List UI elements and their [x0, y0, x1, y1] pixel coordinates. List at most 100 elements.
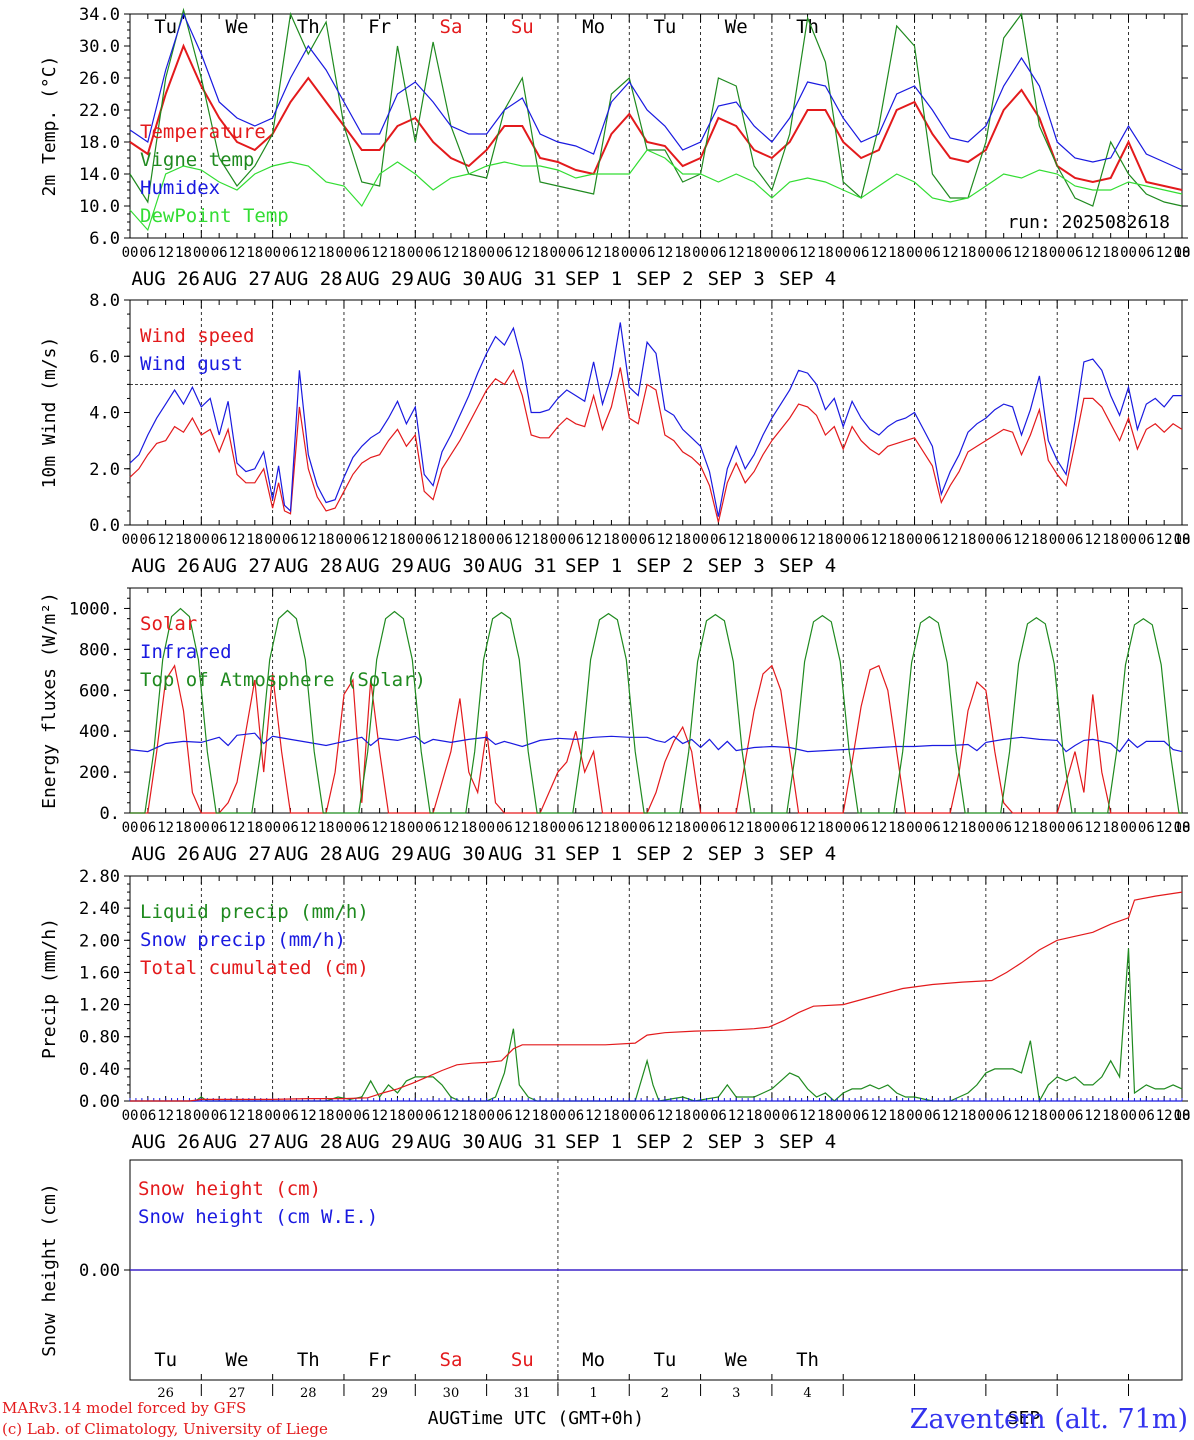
y-axis-label: 10m Wind (m/s) [39, 337, 60, 489]
x-hour-label: 12 [300, 245, 317, 261]
x-hour-label: 18 [960, 820, 977, 836]
x-hour-label: 12 [371, 820, 388, 836]
x-hour-label: 18 [888, 820, 905, 836]
x-hour-label: 06 [282, 1108, 299, 1124]
x-hour-label: 00 [407, 532, 424, 548]
x-hour-label: 18 [888, 532, 905, 548]
x-hour-label: 00 [1120, 532, 1137, 548]
x-hour-label: 18 [603, 820, 620, 836]
day-number-label: 27 [229, 1386, 246, 1401]
x-hour-label: 18 [603, 1108, 620, 1124]
x-date-label: AUG 28 [274, 1131, 343, 1153]
series-line [129, 7, 1183, 207]
day-number-label: 29 [371, 1386, 388, 1401]
x-hour-label: 00 [692, 245, 709, 261]
x-hour-label: 00 [336, 245, 353, 261]
x-hour-label: 12 [1013, 1108, 1030, 1124]
x-date-label: AUG 30 [417, 555, 486, 577]
x-hour-label: 00 [550, 1108, 567, 1124]
x-hour-label: 06 [425, 1108, 442, 1124]
lab-credit: (c) Lab. of Climatology, University of L… [2, 1420, 328, 1438]
x-hour-label: 12 [585, 532, 602, 548]
x-hour-label: 18 [1031, 1108, 1048, 1124]
legend-entry: Wind gust [140, 353, 243, 375]
x-hour-label: 06 [282, 820, 299, 836]
x-date-label: AUG 31 [488, 268, 557, 290]
day-name-label: Fr [368, 16, 391, 38]
x-hour-label: 12 [157, 245, 174, 261]
x-hour-label: 00 [264, 820, 281, 836]
x-hour-label: 06 [567, 820, 584, 836]
x-hour-label: 18 [1102, 532, 1119, 548]
legend-entry: Vigne temp [140, 149, 254, 171]
x-hour-label: 06 [496, 820, 513, 836]
y-tick-label: 34.0 [79, 5, 120, 25]
day-name-label: We [725, 1349, 748, 1371]
x-hour-label: 00 [407, 245, 424, 261]
x-hour-label: 00 [621, 532, 638, 548]
x-hour-label: 00 [550, 245, 567, 261]
x-date-label: SEP 4 [779, 268, 836, 290]
x-hour-label: 00 [407, 1108, 424, 1124]
x-hour-label: 12 [229, 1108, 246, 1124]
x-hour-label: 18 [746, 532, 763, 548]
x-hour-label: 12 [157, 820, 174, 836]
x-hour-label: 06 [710, 245, 727, 261]
x-hour-label: 18 [318, 820, 335, 836]
y-tick-label: 6.0 [89, 229, 120, 249]
day-name-label: We [226, 16, 249, 38]
day-number-label: 3 [732, 1386, 740, 1401]
x-date-label: SEP 2 [636, 555, 693, 577]
x-date-label: AUG 31 [488, 843, 557, 865]
x-hour-label: 18 [1174, 532, 1191, 548]
day-name-label: Fr [368, 1349, 391, 1371]
x-hour-label: 18 [460, 820, 477, 836]
x-hour-label: 06 [353, 245, 370, 261]
y-tick-label: 2.40 [79, 899, 120, 919]
legend-entry: Total cumulated (cm) [140, 957, 369, 979]
x-hour-label: 18 [246, 532, 263, 548]
day-name-label: Su [511, 16, 534, 38]
x-hour-label: 12 [514, 532, 531, 548]
x-hour-label: 06 [567, 245, 584, 261]
x-hour-label: 00 [906, 245, 923, 261]
day-name-label: We [725, 16, 748, 38]
x-hour-label: 18 [532, 1108, 549, 1124]
x-hour-label: 00 [763, 1108, 780, 1124]
legend-entry: Top of Atmosphere (Solar) [140, 669, 426, 691]
x-hour-label: 18 [246, 1108, 263, 1124]
legend-entry: Solar [140, 613, 197, 635]
x-hour-label: 00 [835, 1108, 852, 1124]
x-hour-label: 00 [1120, 820, 1137, 836]
y-tick-label: 2.80 [79, 867, 120, 887]
x-hour-label: 00 [1049, 532, 1066, 548]
x-hour-label: 18 [1102, 1108, 1119, 1124]
day-name-label: Tu [154, 16, 177, 38]
x-hour-label: 18 [1174, 1108, 1191, 1124]
x-hour-label: 00 [1120, 1108, 1137, 1124]
day-name-label: Th [297, 16, 320, 38]
x-date-label: AUG 27 [203, 843, 272, 865]
x-hour-label: 00 [1049, 820, 1066, 836]
legend-entry: Snow height (cm) [138, 1178, 321, 1200]
x-hour-label: 00 [336, 820, 353, 836]
x-hour-label: 12 [728, 1108, 745, 1124]
station-title: Zaventem (alt. 71m) [910, 1404, 1188, 1435]
day-number-label: 28 [300, 1386, 317, 1401]
y-tick-label: 800. [79, 640, 120, 660]
y-tick-label: 400. [79, 722, 120, 742]
x-hour-label: 18 [746, 820, 763, 836]
x-hour-label: 18 [1102, 820, 1119, 836]
x-hour-label: 06 [282, 245, 299, 261]
y-tick-label: 30.0 [79, 37, 120, 57]
x-hour-label: 06 [496, 1108, 513, 1124]
x-hour-label: 12 [870, 820, 887, 836]
x-hour-label: 06 [995, 820, 1012, 836]
x-hour-label: 00 [478, 820, 495, 836]
x-date-label: AUG 26 [131, 555, 200, 577]
x-hour-label: 18 [175, 820, 192, 836]
x-date-label: AUG 30 [417, 843, 486, 865]
x-hour-label: 06 [1138, 245, 1155, 261]
x-hour-label: 00 [692, 820, 709, 836]
x-hour-label: 06 [781, 532, 798, 548]
